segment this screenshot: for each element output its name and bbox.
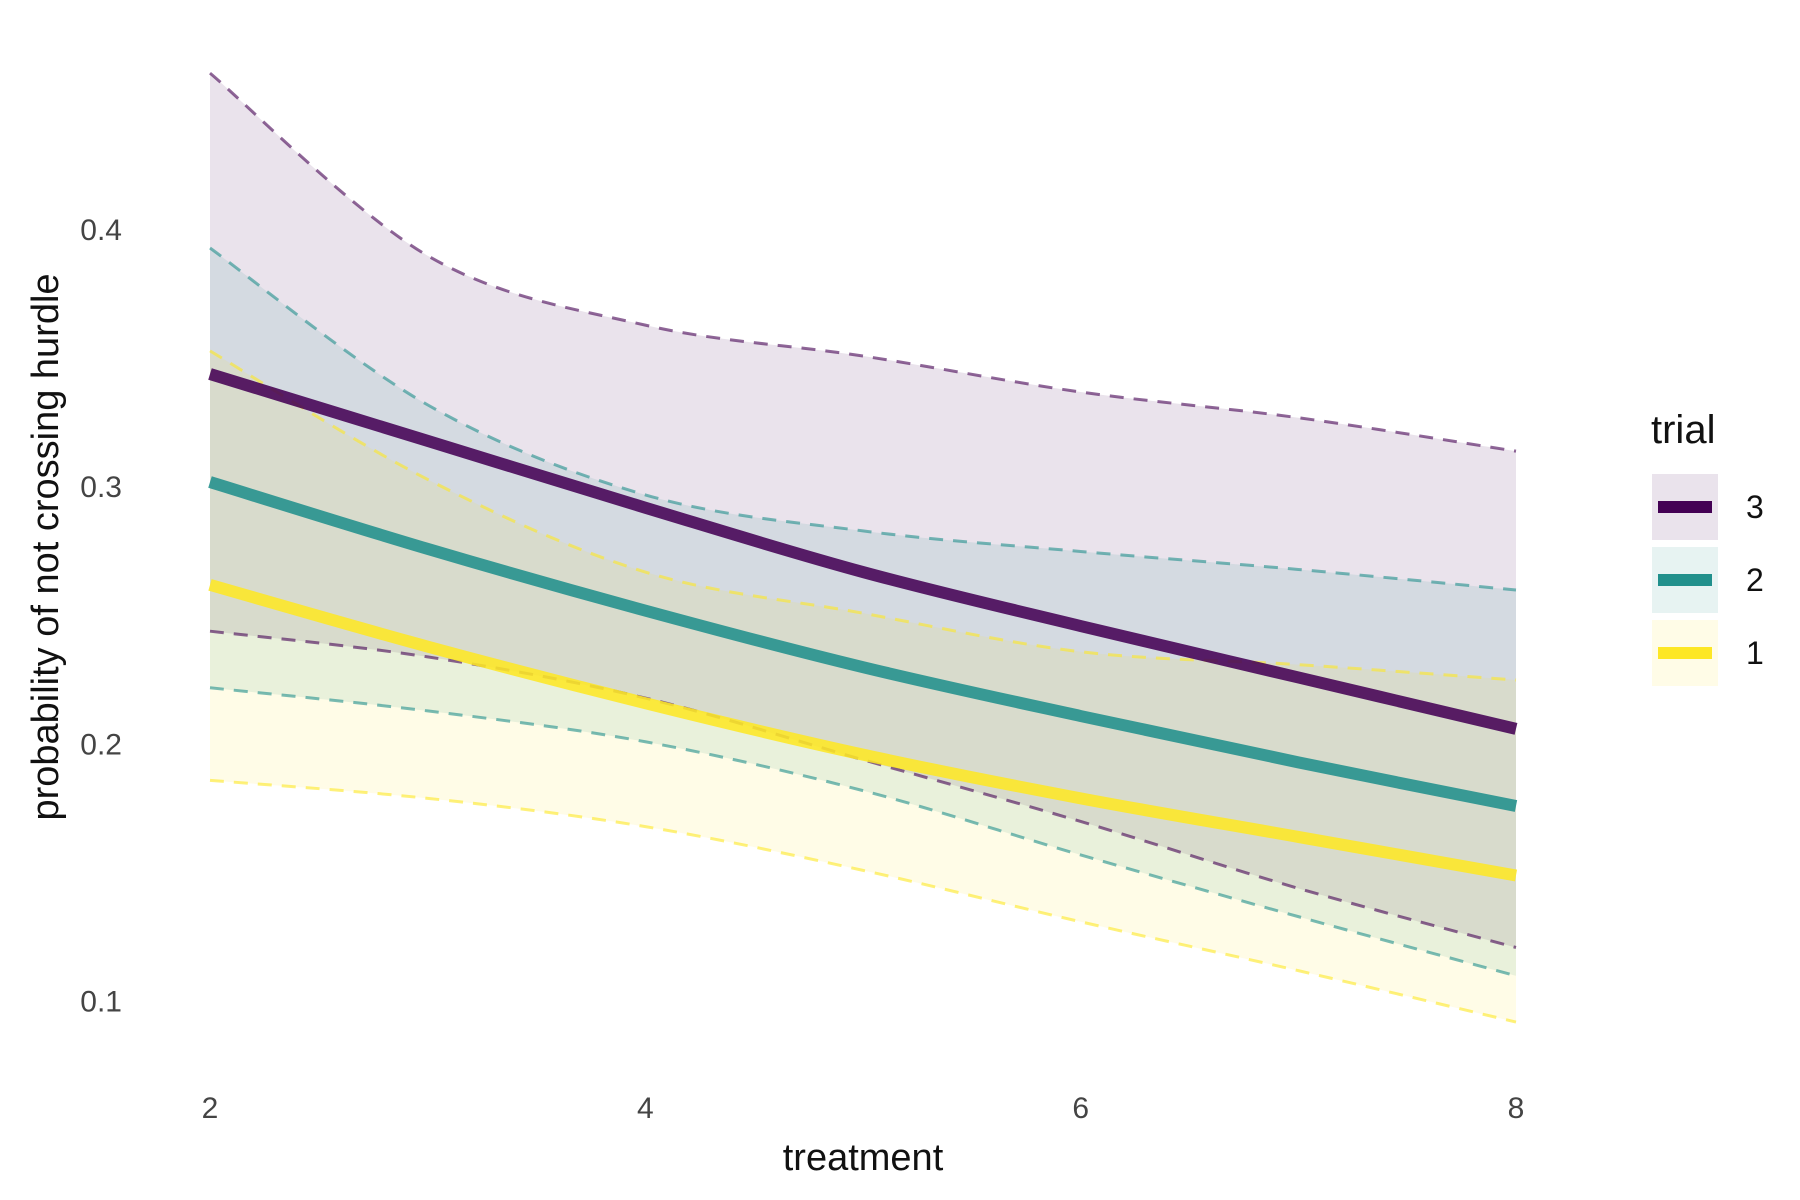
upper-bound-line-trial-2: [209, 246, 1517, 592]
lower-bound-line-trial-2: [209, 686, 1517, 978]
legend: trial 3 2 1: [1651, 408, 1764, 686]
x-tick-labels: 2 4 6 8: [202, 1092, 1525, 1125]
x-tick-label: 2: [202, 1092, 219, 1125]
legend-label: 2: [1746, 562, 1764, 598]
legend-item-trial-2: 2: [1652, 547, 1764, 613]
legend-items: 3 2 1: [1652, 474, 1764, 686]
x-tick-label: 6: [1072, 1092, 1089, 1125]
y-tick-labels: 0.1 0.2 0.3 0.4: [80, 214, 122, 1019]
confidence-band-trial-3: [210, 73, 1516, 948]
series-line-trial-2: [208, 476, 1518, 812]
legend-label: 3: [1746, 489, 1764, 525]
series-lines: [208, 368, 1518, 882]
y-tick-label: 0.1: [80, 986, 122, 1019]
y-tick-label: 0.4: [80, 214, 122, 247]
x-tick-label: 4: [637, 1092, 654, 1125]
upper-bound-line-trial-3: [209, 71, 1517, 453]
series-line-trial-3: [208, 368, 1518, 735]
y-tick-label: 0.2: [80, 728, 122, 761]
x-tick-label: 8: [1508, 1092, 1525, 1125]
legend-label: 1: [1746, 635, 1764, 671]
legend-title: trial: [1651, 408, 1715, 452]
lower-bound-line-trial-1: [209, 778, 1517, 1024]
legend-item-trial-1: 1: [1652, 620, 1764, 686]
x-axis-title: treatment: [783, 1137, 944, 1179]
y-tick-label: 0.3: [80, 471, 122, 504]
confidence-band-trial-1: [210, 350, 1516, 1023]
upper-bound-line-trial-1: [209, 349, 1517, 682]
confidence-bound-lines: [209, 71, 1517, 1024]
confidence-band-trial-2: [210, 248, 1516, 976]
y-axis-title: probability of not crossing hurdle: [25, 273, 67, 820]
legend-item-trial-3: 3: [1652, 474, 1764, 540]
series-line-trial-1: [208, 579, 1518, 882]
lower-bound-line-trial-3: [209, 629, 1517, 949]
confidence-bands: [210, 73, 1516, 1023]
